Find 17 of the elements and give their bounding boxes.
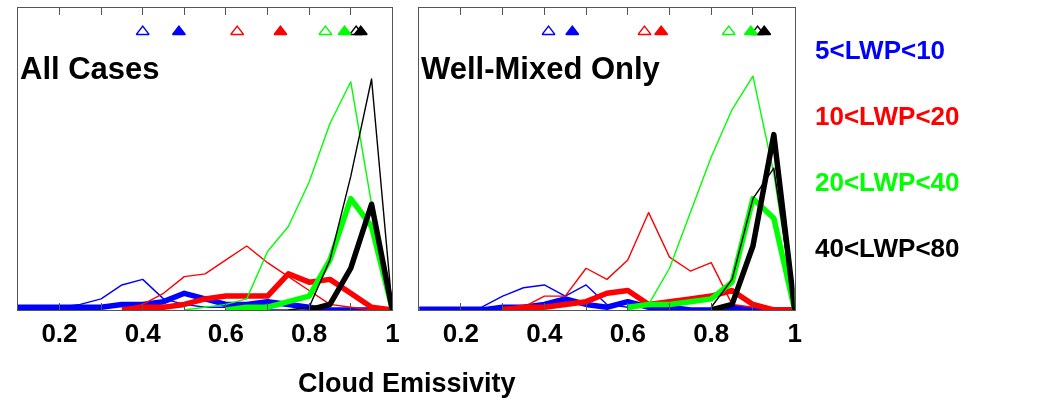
x-tick-label: 0.8 <box>291 318 328 349</box>
x-tick-label: 1 <box>787 318 802 349</box>
x-tick-label: 0.4 <box>526 318 563 349</box>
x-tick-label: 1 <box>385 318 400 349</box>
x-tick-label: 0.4 <box>124 318 162 349</box>
text: Well-Mixed Only <box>421 51 661 86</box>
x-axis-title: Cloud Emissivity <box>298 368 516 398</box>
x-tick-label: 0.8 <box>693 318 730 349</box>
series-label: 20<LWP<40 <box>815 167 960 197</box>
x-tick-label: 0.6 <box>609 318 646 349</box>
series-label: 40<LWP<80 <box>815 233 960 263</box>
x-tick-label: 0.2 <box>41 318 78 349</box>
x-tick-label: 0.6 <box>207 318 245 349</box>
text: 5<LWP<10 <box>815 35 946 65</box>
text: 10<LWP<20 <box>815 101 960 131</box>
text: All Cases <box>20 51 160 86</box>
x-tick-label: 0.2 <box>442 318 479 349</box>
